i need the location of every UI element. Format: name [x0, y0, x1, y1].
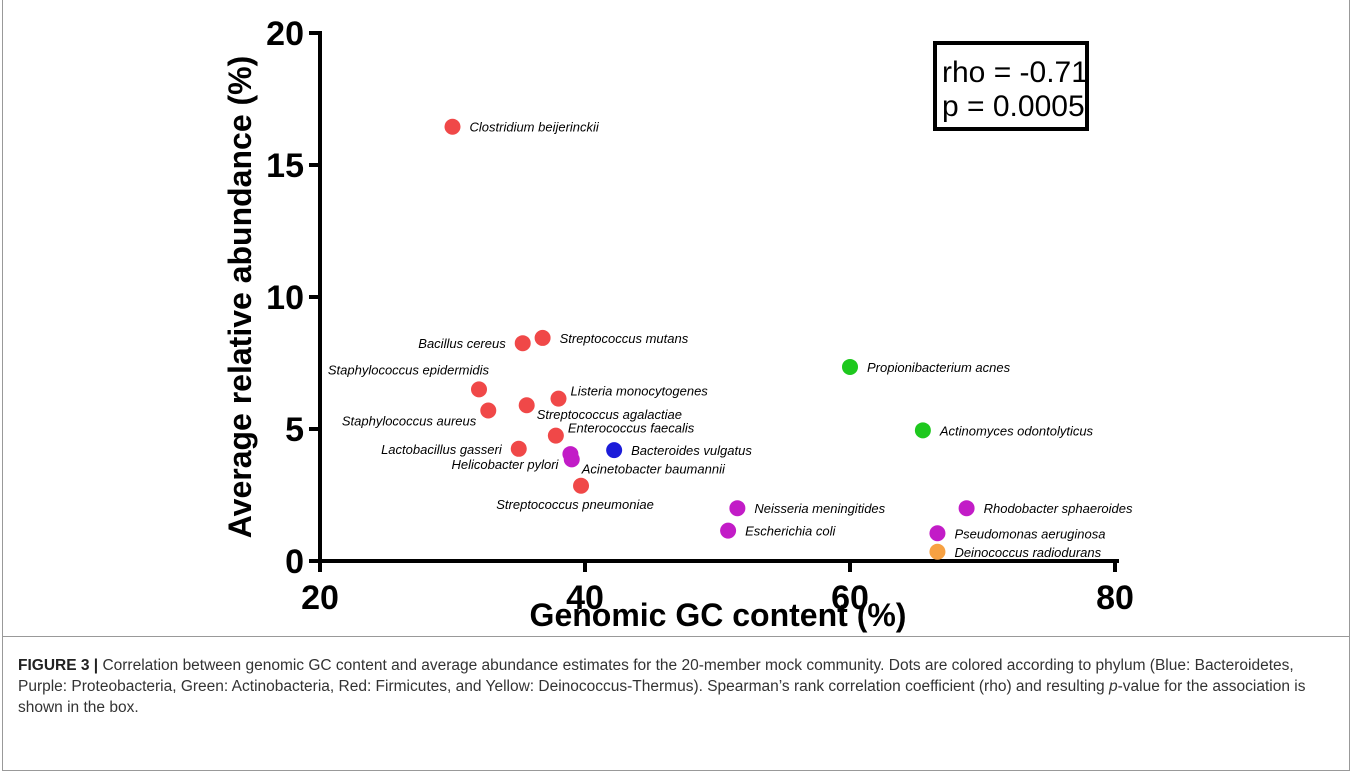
point-label: Bacillus cereus [418, 336, 506, 351]
figure-label: FIGURE 3 | [18, 657, 99, 674]
y-tick-label: 15 [266, 147, 304, 185]
point-label: Acinetobacter baumannii [581, 461, 726, 476]
stat-box: rho = -0.71 p = 0.0005 [933, 41, 1089, 131]
point-label: Bacteroides vulgatus [631, 443, 752, 458]
point-label: Streptococcus mutans [560, 331, 689, 346]
point-label: Streptococcus pneumoniae [496, 497, 654, 512]
point-label: Staphylococcus epidermidis [328, 362, 490, 377]
rho-text: rho = -0.71 [942, 56, 1088, 89]
point-labels: Clostridium beijerinckii Streptococcus mu… [328, 120, 1133, 560]
figure-caption: FIGURE 3 | Correlation between genomic G… [18, 655, 1338, 718]
data-point [480, 402, 497, 419]
data-point [471, 381, 487, 398]
point-label: Pseudomonas aeruginosa [954, 526, 1105, 541]
caption-text-end: -value for the association is shown in t… [18, 678, 1306, 716]
point-label: Deinococcus radiodurans [954, 545, 1101, 560]
point-label: Staphylococcus aureus [342, 414, 477, 429]
point-label: Rhodobacter sphaeroides [984, 501, 1133, 516]
point-label: Neisseria meningitides [754, 501, 885, 516]
x-tick-label: 80 [1096, 579, 1134, 617]
data-point [573, 477, 590, 494]
data-point [606, 442, 623, 459]
data-point [550, 390, 567, 407]
data-point [444, 118, 461, 135]
caption-divider [2, 636, 1350, 637]
y-tick-label: 0 [285, 543, 304, 581]
point-label: Escherichia coli [745, 524, 836, 539]
data-point [729, 500, 746, 517]
point-label: Enterococcus faecalis [568, 421, 695, 436]
data-point [914, 422, 931, 439]
y-tick-label: 5 [285, 411, 304, 449]
y-tick-label: 10 [266, 279, 304, 317]
x-tick-label: 60 [831, 579, 869, 617]
point-label: Actinomyces odontolyticus [939, 423, 1094, 438]
point-label: Listeria monocytogenes [571, 384, 709, 399]
data-point [547, 427, 564, 444]
x-axis-title: Genomic GC content (%) [530, 597, 907, 633]
data-point [534, 329, 551, 346]
data-points [444, 118, 975, 560]
point-label: Propionibacterium acnes [867, 360, 1011, 375]
axes [309, 31, 1119, 572]
point-label: Helicobacter pylori [451, 457, 559, 472]
data-point [958, 500, 975, 517]
y-axis-title: Average relative abundance (%) [222, 56, 258, 539]
caption-p-italic: p [1109, 678, 1118, 695]
data-point [842, 358, 858, 375]
point-label: Lactobacillus gasseri [381, 442, 503, 457]
data-point [720, 522, 737, 539]
data-point [929, 525, 946, 542]
data-point [929, 543, 946, 560]
x-tick-label: 40 [566, 579, 604, 617]
point-label: Streptococcus agalactiae [537, 407, 682, 422]
data-point [510, 440, 527, 457]
tick-labels: 20 40 60 80 0 5 10 15 20 [266, 15, 1134, 617]
x-tick-label: 20 [301, 579, 339, 617]
data-point [563, 451, 580, 468]
data-point [518, 397, 535, 414]
p-value-text: p = 0.0005 [942, 90, 1085, 123]
caption-text: Correlation between genomic GC content a… [18, 657, 1294, 695]
point-label: Clostridium beijerinckii [470, 120, 600, 135]
y-tick-label: 20 [266, 15, 304, 53]
stat-box-border [933, 41, 1089, 131]
data-point [514, 335, 531, 352]
